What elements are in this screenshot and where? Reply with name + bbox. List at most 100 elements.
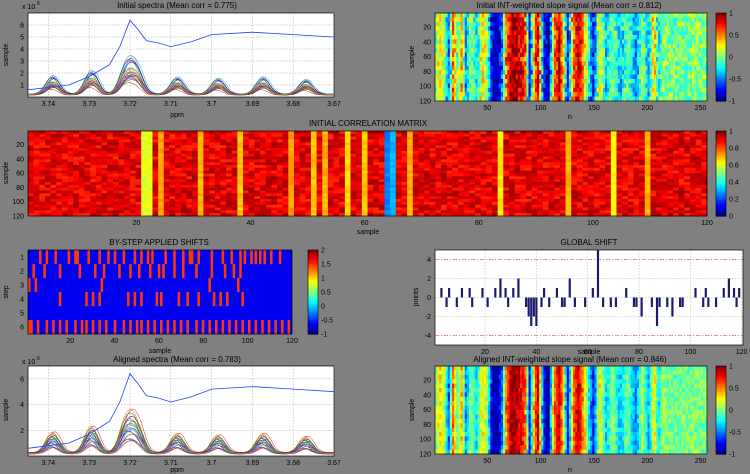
heat-cell [679, 92, 682, 97]
heat-cell [602, 96, 606, 102]
heat-cell [378, 131, 385, 135]
heat-cell [581, 21, 585, 27]
heat-cell [554, 133, 561, 138]
heat-cell [609, 79, 612, 84]
heat-cell [265, 162, 272, 166]
heat-cell [559, 131, 566, 135]
heat-cell [513, 83, 517, 89]
heat-cell [522, 48, 525, 53]
heat-cell [565, 153, 572, 157]
heat-cell [599, 133, 606, 138]
heat-cell [254, 148, 261, 152]
heat-cell [541, 13, 544, 18]
heat-cell [530, 52, 534, 58]
heat-cell [271, 162, 278, 166]
heat-cell [491, 167, 498, 172]
heat-cell [384, 167, 391, 172]
heat-cell [503, 142, 510, 146]
heat-cell [192, 139, 199, 143]
heat-cell [556, 48, 559, 53]
heat-cell [118, 133, 125, 138]
heat-cell [599, 182, 606, 186]
heat-cell [581, 61, 585, 67]
heat-cell [532, 70, 536, 75]
heat-cell [547, 96, 551, 102]
heat-cell [483, 65, 487, 71]
heat-cell [549, 13, 553, 18]
heat-cell [554, 87, 557, 93]
heat-cell [254, 179, 261, 183]
heat-cell [112, 176, 119, 180]
heat-cell [628, 17, 631, 23]
heat-cell [647, 48, 650, 53]
heat-cell [622, 96, 625, 102]
heat-cell [577, 21, 580, 27]
heat-cell [456, 70, 459, 75]
heat-cell [515, 13, 519, 18]
heat-cell [541, 26, 544, 31]
heat-cell [152, 153, 159, 157]
heat-cell [378, 133, 385, 138]
heat-cell [90, 170, 97, 174]
heat-cell [445, 74, 449, 80]
heat-cell [449, 79, 453, 84]
heat-cell [447, 96, 451, 102]
heat-cell [56, 136, 63, 140]
heat-cell [632, 52, 636, 58]
heat-cell [575, 17, 578, 23]
heat-cell [503, 83, 506, 89]
heat-cell [599, 145, 606, 149]
heat-cell [670, 61, 674, 67]
heat-cell [469, 61, 472, 67]
heat-cell [508, 148, 515, 152]
heat-cell [437, 43, 440, 49]
heat-cell [577, 26, 580, 31]
heat-cell [594, 57, 597, 62]
heat-cell [694, 48, 697, 53]
colorbar-segment [716, 64, 726, 67]
heat-cell [454, 92, 457, 97]
heat-cell [593, 182, 600, 186]
heat-cell [454, 26, 457, 31]
heat-cell [617, 21, 621, 27]
heat-cell [558, 48, 561, 53]
heat-cell [488, 92, 491, 97]
heat-cell [645, 17, 648, 23]
heat-cell [610, 176, 617, 180]
heat-cell [611, 79, 614, 84]
heat-cell [626, 61, 629, 67]
heat-cell [449, 87, 453, 93]
heat-cell [532, 26, 536, 31]
heat-cell [327, 156, 334, 160]
heat-cell [418, 182, 425, 186]
heat-cell [615, 65, 619, 71]
heat-cell [458, 167, 465, 172]
heat-cell [395, 156, 402, 160]
heat-cell [456, 30, 459, 36]
heat-cell [407, 159, 414, 163]
heat-cell [481, 65, 485, 71]
heat-cell [78, 167, 85, 172]
heat-cell [505, 17, 508, 23]
heat-cell [477, 26, 480, 31]
heat-cell [632, 21, 636, 27]
heat-cell [548, 179, 555, 183]
heat-cell [101, 136, 108, 140]
heat-cell [585, 17, 589, 23]
heat-cell [237, 179, 244, 183]
heat-cell [469, 148, 476, 152]
heat-cell [452, 162, 459, 166]
heat-cell [564, 74, 568, 80]
heat-cell [662, 35, 665, 40]
heat-cell [248, 173, 255, 177]
heat-cell [624, 87, 627, 93]
heat-cell [681, 74, 684, 80]
heat-cell [700, 96, 704, 102]
heat-cell [607, 74, 610, 80]
heat-cell [454, 52, 457, 58]
heat-cell [390, 136, 397, 140]
heat-cell [39, 150, 46, 155]
heat-cell [254, 162, 261, 166]
heat-cell [288, 156, 295, 160]
heat-cell [588, 156, 595, 160]
